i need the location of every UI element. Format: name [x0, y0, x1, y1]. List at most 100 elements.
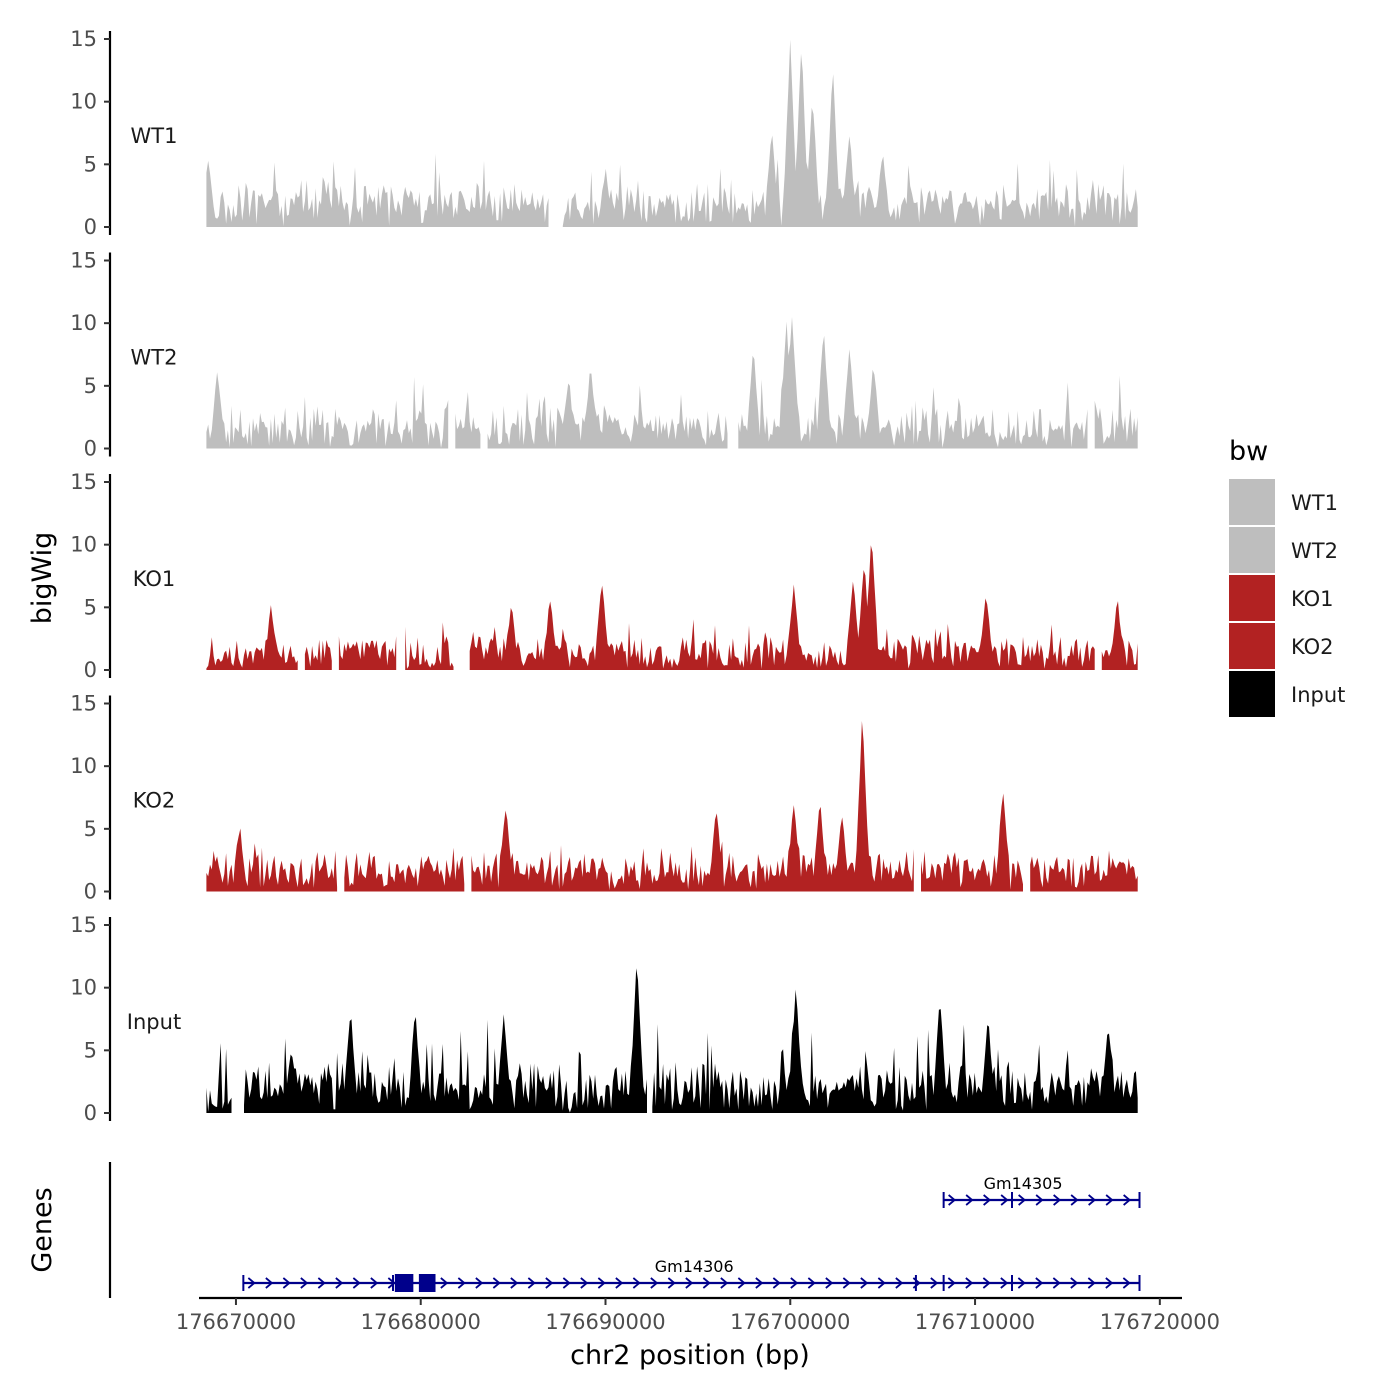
strand-arrow: [1070, 1194, 1079, 1206]
track-label: KO2: [133, 789, 176, 813]
strand-arrow: [387, 1277, 396, 1289]
strand-arrow: [790, 1277, 799, 1289]
track-WT1: 0 5 10 15 WT1: [70, 27, 1138, 239]
coverage-area-WT2: [206, 317, 1138, 449]
y-tick-label: 15: [70, 913, 97, 937]
strand-arrow: [597, 1277, 606, 1289]
y-tick-label: 5: [84, 817, 97, 841]
strand-arrow: [1105, 1194, 1114, 1206]
y-tick-label: 15: [70, 470, 97, 494]
strand-arrow: [247, 1277, 256, 1289]
strand-arrow: [755, 1277, 764, 1289]
strand-arrow: [545, 1277, 554, 1289]
y-tick-label: 0: [84, 880, 97, 904]
x-tick-label: 176710000: [915, 1310, 1035, 1334]
legend-key-WT2: [1229, 527, 1275, 573]
exon: [418, 1274, 436, 1292]
strand-arrow: [1070, 1277, 1079, 1289]
genes-panel: Gm14305 Gm14306: [242, 1174, 1141, 1292]
x-tick-label: 176670000: [176, 1310, 296, 1334]
strand-arrow: [440, 1277, 449, 1289]
x-axis-ticks: 176670000 176680000 176690000 176700000 1767…: [176, 1298, 1220, 1334]
y-tick-label: 5: [84, 595, 97, 619]
strand-arrow: [825, 1277, 834, 1289]
strand-arrow: [370, 1277, 379, 1289]
strand-arrow: [895, 1277, 904, 1289]
strand-arrow: [1017, 1277, 1026, 1289]
coverage-area-Input: [206, 968, 1138, 1113]
strand-arrow: [737, 1277, 746, 1289]
strand-arrow: [702, 1277, 711, 1289]
strand-arrow: [1018, 1194, 1027, 1206]
strand-arrow: [948, 1194, 957, 1206]
track-label: KO1: [133, 567, 176, 591]
strand-arrow: [685, 1277, 694, 1289]
strand-arrow: [650, 1277, 659, 1289]
strand-arrow: [1052, 1277, 1061, 1289]
strand-arrow: [632, 1277, 641, 1289]
track-Input: 0 5 10 15 Input: [70, 913, 1138, 1125]
x-tick-label: 176700000: [730, 1310, 850, 1334]
coverage-area-KO2: [206, 721, 1138, 892]
y-tick-label: 0: [84, 658, 97, 682]
strand-arrow: [860, 1277, 869, 1289]
y-tick-label: 5: [84, 152, 97, 176]
strand-arrow: [265, 1277, 274, 1289]
strand-arrow: [965, 1277, 974, 1289]
y-tick-label: 15: [70, 692, 97, 716]
strand-arrow: [492, 1277, 501, 1289]
strand-arrow: [842, 1277, 851, 1289]
coverage-area-KO1: [206, 545, 1138, 670]
x-tick-label: 176680000: [361, 1310, 481, 1334]
strand-arrow: [510, 1277, 519, 1289]
strand-arrow: [352, 1277, 361, 1289]
strand-arrow: [282, 1277, 291, 1289]
strand-arrow: [562, 1277, 571, 1289]
y-tick-label: 10: [70, 533, 97, 557]
strand-arrow: [982, 1277, 991, 1289]
track-label: WT2: [131, 346, 178, 370]
strand-arrow: [1035, 1277, 1044, 1289]
y-tick-label: 15: [70, 249, 97, 273]
gene-label: Gm14306: [655, 1257, 734, 1276]
coverage-tracks: 0 5 10 15 WT1 0 5 10 15 WT2 0 5 10 15 KO1 0 5 10 15 KO2 0 5 10…: [70, 27, 1138, 1125]
strand-arrow: [912, 1277, 921, 1289]
legend-key-WT1: [1229, 479, 1275, 525]
strand-arrow: [527, 1277, 536, 1289]
legend-label-WT2: WT2: [1291, 539, 1338, 563]
strand-arrow: [1000, 1194, 1009, 1206]
strand-arrow: [983, 1194, 992, 1206]
track-WT2: 0 5 10 15 WT2: [70, 249, 1138, 461]
y-tick-label: 10: [70, 754, 97, 778]
legend-label-Input: Input: [1291, 683, 1345, 707]
x-tick-label: 176720000: [1100, 1310, 1220, 1334]
legend-label-KO1: KO1: [1291, 587, 1334, 611]
legend-title: bw: [1229, 436, 1268, 467]
strand-arrow: [457, 1277, 466, 1289]
y-tick-label: 0: [84, 215, 97, 239]
y-tick-label: 5: [84, 374, 97, 398]
gene-label: Gm14305: [984, 1174, 1063, 1193]
track-label: WT1: [131, 124, 178, 148]
legend: bw WT1 WT2 KO1 KO2 Input: [1229, 436, 1345, 717]
legend-label-KO2: KO2: [1291, 635, 1334, 659]
strand-arrow: [580, 1277, 589, 1289]
strand-arrow: [965, 1194, 974, 1206]
gene-Gm14305: Gm14305: [942, 1174, 1141, 1208]
y-tick-label: 10: [70, 976, 97, 1000]
y-axis-title: bigWig: [27, 532, 58, 625]
strand-arrow: [1088, 1194, 1097, 1206]
x-tick-label: 176690000: [545, 1310, 665, 1334]
strand-arrow: [1123, 1194, 1132, 1206]
strand-arrow: [1053, 1194, 1062, 1206]
strand-arrow: [475, 1277, 484, 1289]
strand-arrow: [772, 1277, 781, 1289]
y-tick-label: 0: [84, 437, 97, 461]
strand-arrow: [615, 1277, 624, 1289]
strand-arrow: [317, 1277, 326, 1289]
strand-arrow: [300, 1277, 309, 1289]
strand-arrow: [667, 1277, 676, 1289]
strand-arrow: [877, 1277, 886, 1289]
legend-key-KO2: [1229, 623, 1275, 669]
